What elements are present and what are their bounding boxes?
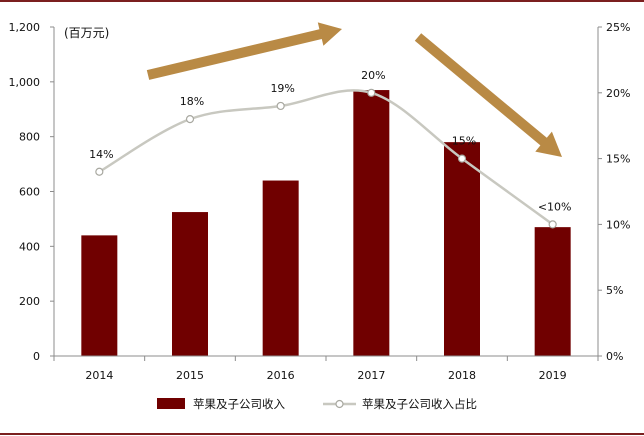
line-point-marker <box>548 220 557 229</box>
x-axis-category-label: 2017 <box>357 369 385 382</box>
right-axis-tick-label: 25% <box>606 21 630 34</box>
x-axis: 2014 2015 2016 2017 2018 2019 <box>53 355 599 382</box>
x-axis-category-label: 2016 <box>267 369 295 382</box>
left-axis-tick-label: 800 <box>19 131 40 144</box>
left-axis-tick-label: 600 <box>19 186 40 199</box>
line-point-marker <box>185 115 195 124</box>
left-axis-ticks: 0 200 400 600 800 1,000 1,200 <box>9 21 54 363</box>
x-axis-category-label: 2018 <box>448 369 476 382</box>
right-axis-tick-label: 5% <box>606 284 623 297</box>
legend: 苹果及子公司收入 苹果及子公司收入占比 <box>157 397 477 411</box>
line-series-path <box>98 89 554 226</box>
line-series-markers <box>95 88 557 229</box>
legend-bar-label: 苹果及子公司收入 <box>193 397 285 411</box>
bar <box>534 227 571 356</box>
legend-line-label: 苹果及子公司收入占比 <box>362 397 477 411</box>
bar <box>262 180 299 356</box>
left-axis-tick-label: 1,000 <box>9 76 41 89</box>
trend-arrow-down <box>414 33 562 158</box>
line-point-marker <box>276 101 285 111</box>
left-axis: 0 200 400 600 800 1,000 1,200 <box>9 21 55 363</box>
right-axis-tick-label: 20% <box>606 87 630 100</box>
line-point-marker <box>95 167 104 176</box>
right-axis-tick-label: 15% <box>606 153 630 166</box>
line-data-label: 20% <box>361 69 385 82</box>
bar <box>172 212 208 356</box>
left-axis-tick-label: 200 <box>19 295 40 308</box>
trend-arrows <box>146 22 562 158</box>
x-axis-ticks: 2014 2015 2016 2017 2018 2019 <box>53 356 599 382</box>
right-axis-tick-label: 10% <box>606 218 630 231</box>
bar <box>81 235 118 356</box>
right-axis: 0% 5% 10% 15% 20% 25% <box>597 21 630 363</box>
left-axis-tick-label: 0 <box>33 350 40 363</box>
x-axis-category-label: 2015 <box>176 369 204 382</box>
x-axis-category-label: 2014 <box>85 369 113 382</box>
line-data-label: <10% <box>538 200 572 213</box>
right-axis-tick-label: 0% <box>606 350 623 363</box>
left-axis-unit-label: (百万元) <box>64 26 109 40</box>
bar <box>353 90 390 356</box>
line-data-label: 18% <box>180 95 204 108</box>
line-point-marker <box>457 154 467 163</box>
left-axis-tick-label: 400 <box>19 240 40 253</box>
x-axis-category-label: 2019 <box>539 369 567 382</box>
trend-arrow-up <box>146 22 342 80</box>
legend-bar-swatch <box>157 398 185 409</box>
line-series-data-labels: 14% 18% 19% 20% 15% <10% <box>89 69 571 214</box>
bar <box>444 142 480 356</box>
line-data-label: 15% <box>452 135 476 148</box>
line-data-label: 19% <box>270 82 294 95</box>
line-point-marker <box>367 88 376 97</box>
right-axis-ticks: 0% 5% 10% 15% 20% 25% <box>598 21 630 363</box>
line-data-label: 14% <box>89 148 113 161</box>
bar-series <box>81 90 571 356</box>
legend-line-marker <box>335 399 344 409</box>
left-axis-tick-label: 1,200 <box>9 21 41 34</box>
